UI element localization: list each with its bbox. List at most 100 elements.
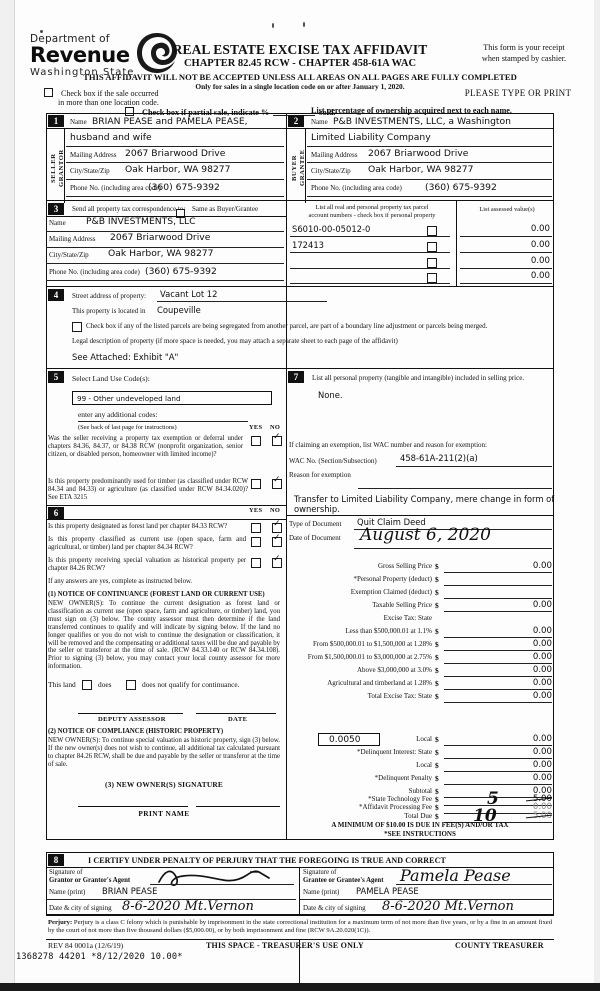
buyer-grantee-side-label: BUYER GRANTEE [291,149,306,187]
tax-row-amount: 0.00 [532,760,552,770]
rule [358,488,552,489]
tax-row-rule[interactable] [444,758,552,759]
tax-row-label: From $1,500,000.01 to $3,000,000 at 2.75… [307,653,432,661]
tax-row-rule[interactable] [444,745,552,746]
scan-speck [40,30,43,33]
tax-row-label: *Affidavit Processing Fee [359,803,432,811]
parcel-personal-checkbox-1[interactable] [427,226,437,236]
tax-row-rule[interactable] [444,663,552,664]
landuse-q2-no-checkbox[interactable] [272,475,282,489]
tax-row-rule[interactable] [444,585,552,586]
tax-row-rule[interactable] [444,813,552,814]
multi-location-checkbox[interactable] [44,88,53,97]
sec6-q2-no-checkbox[interactable] [272,533,282,547]
landuse-yes-header: YES [249,424,263,431]
tax-row-rule[interactable] [444,689,552,690]
seller-mailing-label: Mailing Address [70,151,117,159]
new-owner-signature-line[interactable] [78,806,188,807]
revenue-swirl-icon [137,33,177,73]
grantor-signature-mark [158,870,270,886]
footer-divider [299,939,300,985]
tax-row-rule[interactable] [444,611,552,612]
sec6-if-any-yes-note: If any answers are yes, complete as inst… [48,578,193,585]
sec6-q3-yes-checkbox[interactable] [251,558,261,568]
rule [46,263,284,264]
sec6-q1-yes-checkbox[interactable] [251,523,261,533]
taxpayer-send-label: Send all property tax correspondence to: [72,205,186,213]
tax-row-rule[interactable] [444,771,552,772]
deputy-assessor-date-line[interactable] [196,713,276,714]
tax-row-rule[interactable] [444,650,552,651]
tax-row-rule[interactable] [444,805,552,806]
parcel-personal-checkbox-4[interactable] [427,273,437,283]
tax-row-label: Taxable Selling Price [372,601,432,609]
section-6-number: 6 [48,507,64,519]
legal-description-value: See Attached: Exhibit "A" [72,352,179,362]
this-land-label: This land [48,680,76,689]
segregated-parcels-checkbox[interactable] [72,322,82,332]
same-as-buyer-checkbox-row[interactable] [176,204,185,222]
tax-row-rule[interactable] [444,572,552,573]
buyer-city-label: City/State/Zip [311,167,351,175]
tax-row-label: Total Excise Tax: State [367,692,432,700]
taxpayer-mailing-value: 2067 Briarwood Drive [110,232,211,243]
parcel-accounts-header-l2: account numbers - check box if personal … [308,212,436,219]
rule [46,505,286,506]
land-use-code-box[interactable]: 99 - Other undeveloped land [72,391,272,405]
tax-row-dollar-sign: $ [435,640,439,649]
grantee-name-value: PAMELA PEASE [356,886,419,896]
sec6-q1-no-checkbox[interactable] [272,519,282,533]
tax-row-rule[interactable] [444,598,552,599]
rule [460,252,552,253]
rule [307,196,552,197]
receipt-note: This form is your receipt when stamped b… [460,42,588,64]
street-address-value: Vacant Lot 12 [160,289,218,299]
section-5-number: 5 [48,371,64,383]
wac-number-label: WAC No. (Section/Subsection) [289,457,377,465]
tax-row-rule[interactable] [444,676,552,677]
taxpayer-name-value: P&B INVESTMENTS, LLC [86,216,196,227]
new-owner-date-line[interactable] [196,806,280,807]
tax-row-amount: 0.00 [532,665,552,675]
local-rate-box[interactable]: 0.0050 [318,733,380,746]
rule [150,884,294,885]
does-qualify-checkbox[interactable] [82,680,92,690]
tax-row-dollar-sign: $ [435,601,439,610]
rule [46,200,286,201]
tax-row-rule[interactable] [444,702,552,703]
tax-row-rule[interactable] [444,797,552,798]
rule [46,867,554,868]
treasurer-stamp: 1368278 44201 *8/12/2020 10.00* [16,952,183,962]
logo-department-text: Department of [30,33,110,45]
parcel-value-2: 0.00 [530,240,550,250]
tax-row-rule[interactable] [444,784,552,785]
buyer-phone-value: (360) 675-9392 [425,182,497,193]
parcel-value-4: 0.00 [530,271,550,281]
multi-location-checkbox-row[interactable]: Check box if the sale occurred [44,88,159,98]
landuse-q1-yes-checkbox[interactable] [251,436,261,446]
page-subtitle: CHAPTER 82.45 RCW - CHAPTER 458-61A WAC [183,58,417,69]
same-as-buyer-checkbox[interactable] [176,209,185,218]
landuse-no-header: NO [270,424,281,431]
landuse-q1-no-checkbox[interactable] [272,432,282,446]
parcel-personal-checkbox-3[interactable] [427,258,437,268]
partial-sale-checkbox[interactable] [125,107,134,116]
sec6-q2-yes-checkbox[interactable] [251,537,261,547]
type-or-print-note: PLEASE TYPE OR PRINT [464,88,572,98]
sec6-q3-no-checkbox[interactable] [272,554,282,568]
tax-row-rule[interactable] [444,637,552,638]
parcel-personal-checkbox-2[interactable] [427,242,437,252]
scan-bottom-edge [0,983,600,991]
deputy-assessor-signature-line[interactable] [78,713,183,714]
section-4-number: 4 [48,289,64,301]
scan-speck [303,22,305,27]
treasurer-use-only-label: THIS SPACE - TREASURER'S USE ONLY [206,941,364,950]
does-not-qualify-checkbox[interactable] [126,680,136,690]
landuse-question-2: Is this property predominantly used for … [48,478,248,501]
landuse-q2-yes-checkbox[interactable] [251,479,261,489]
wac-number-value: 458-61A-211(2)(a) [400,453,478,463]
seller-city-value: Oak Harbor, WA 98277 [125,164,231,175]
tax-row-rule[interactable] [444,822,552,823]
rule [460,268,552,269]
